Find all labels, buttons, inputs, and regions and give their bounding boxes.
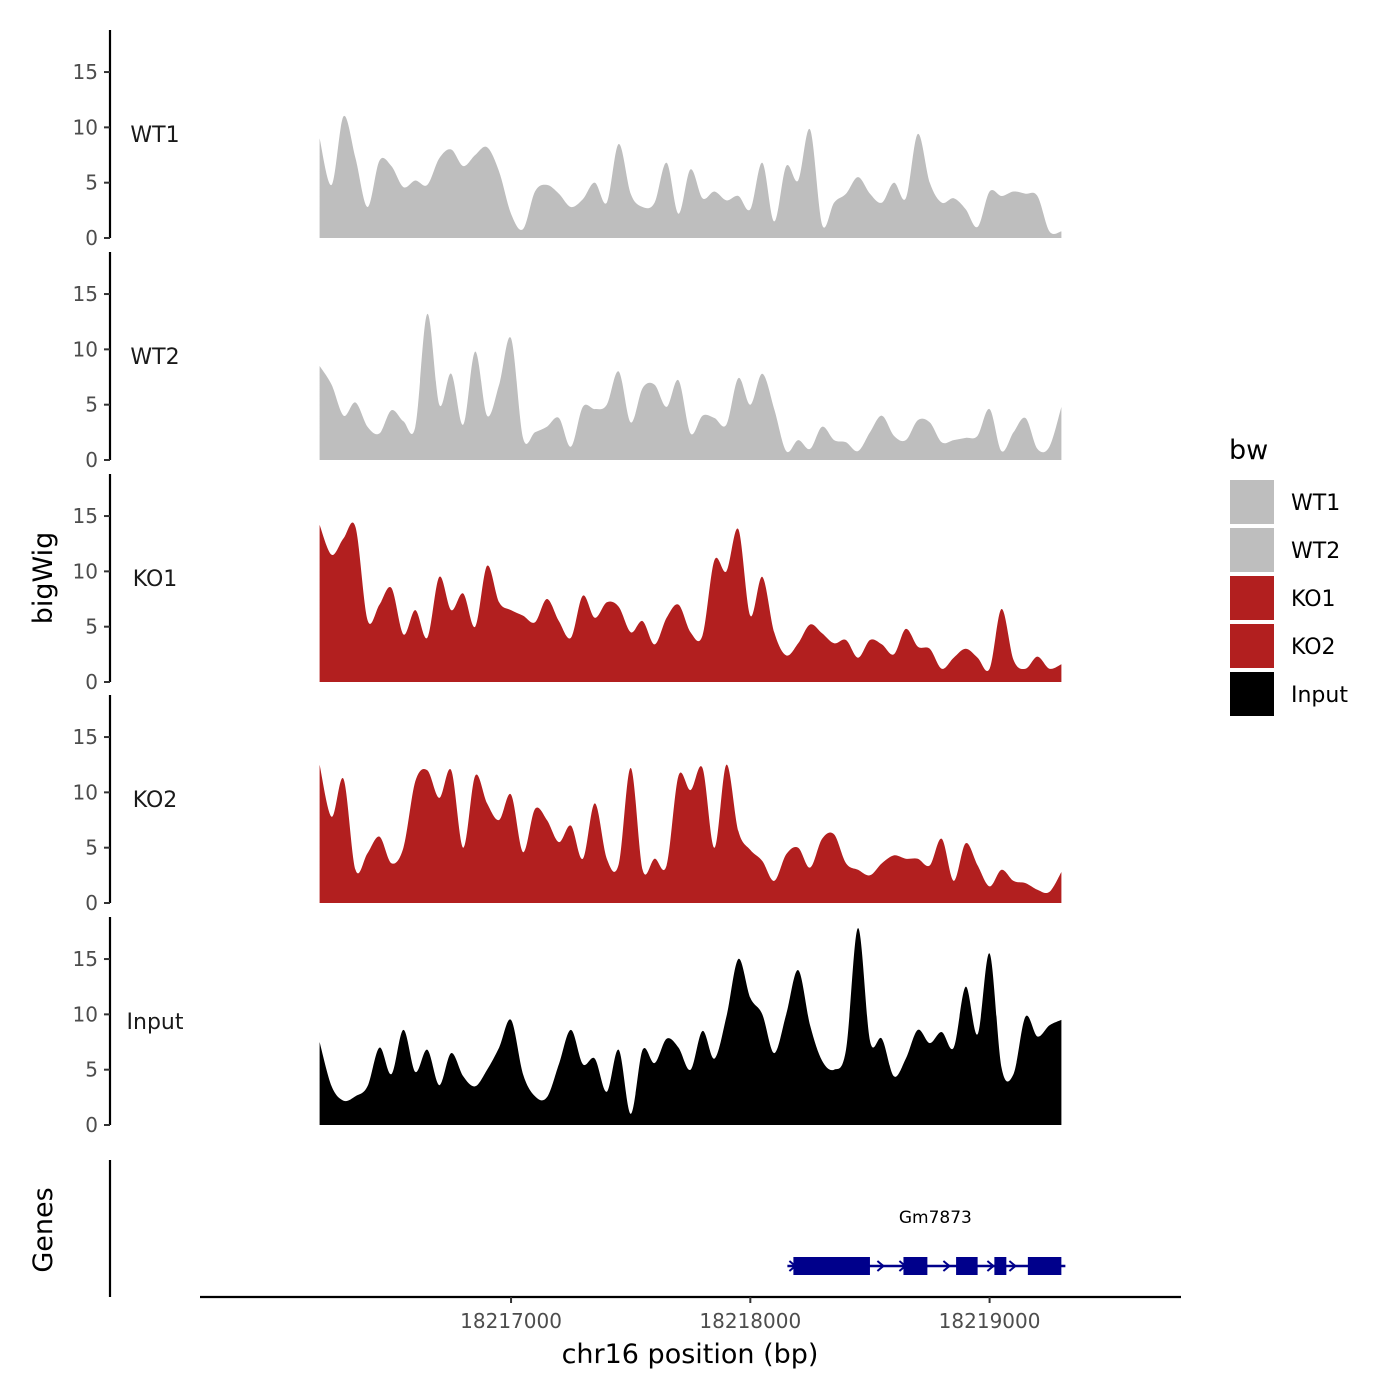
- legend-label: WT2: [1291, 539, 1340, 564]
- gene-Gm7873: Gm7873: [787, 1208, 1066, 1275]
- track-WT1: 0 5 10 15 WT1: [73, 30, 1062, 250]
- genes-track: Gm7873: [108, 1160, 1066, 1297]
- x-tick-label: 18218000: [699, 1309, 801, 1333]
- y-tick-label: 0: [85, 891, 98, 915]
- legend-swatch: [1230, 672, 1274, 716]
- legend-label: KO1: [1291, 587, 1336, 612]
- tracks-layer: 0 5 10 15 WT1 0 5 10 15 WT2 0 5 10 15 KO1 0 5 10 15 KO2 0 5 10…: [73, 30, 1062, 1137]
- track-WT2: 0 5 10 15 WT2: [73, 252, 1062, 472]
- legend-item-KO1: KO1: [1230, 576, 1336, 620]
- y-tick-label: 5: [85, 1058, 98, 1082]
- coverage-area-KO2: [319, 764, 1062, 903]
- strand-arrow-icon: [1008, 1260, 1017, 1272]
- y-tick-label: 15: [73, 725, 98, 749]
- y-tick-label: 15: [73, 947, 98, 971]
- legend-label: WT1: [1291, 491, 1340, 516]
- y-tick-label: 10: [73, 780, 98, 804]
- legend-item-Input: Input: [1230, 672, 1348, 716]
- gene-exon: [903, 1257, 928, 1275]
- track-KO1: 0 5 10 15 KO1: [73, 474, 1062, 694]
- coverage-area-WT2: [319, 313, 1062, 460]
- y-tick-label: 0: [85, 226, 98, 250]
- x-tick-label: 18219000: [939, 1309, 1041, 1333]
- gene-name-label: Gm7873: [899, 1208, 972, 1228]
- legend: WT1 WT2 KO1 KO2 Input: [1230, 480, 1348, 716]
- track-KO2: 0 5 10 15 KO2: [73, 695, 1062, 915]
- legend-item-KO2: KO2: [1230, 624, 1336, 668]
- legend-swatch: [1230, 624, 1274, 668]
- y-tick-label: 0: [85, 670, 98, 694]
- coverage-area-Input: [319, 928, 1062, 1125]
- x-axis: 18217000 18218000 18219000: [200, 1295, 1181, 1333]
- legend-item-WT1: WT1: [1230, 480, 1340, 524]
- y-tick-label: 5: [85, 393, 98, 417]
- y-tick-label: 5: [85, 171, 98, 195]
- track-label-Input: Input: [127, 1010, 184, 1035]
- track-label-KO1: KO1: [133, 567, 178, 592]
- strand-arrow-icon: [986, 1260, 995, 1272]
- legend-swatch: [1230, 528, 1274, 572]
- gene-exon: [956, 1257, 978, 1275]
- y-tick-label: 15: [73, 282, 98, 306]
- track-label-KO2: KO2: [133, 788, 178, 813]
- y-tick-label: 5: [85, 836, 98, 860]
- x-tick-label: 18217000: [460, 1309, 562, 1333]
- gene-exon: [994, 1257, 1007, 1275]
- strand-arrow-icon: [876, 1260, 885, 1272]
- strand-arrow-icon: [942, 1260, 951, 1272]
- legend-label: KO2: [1291, 635, 1336, 660]
- y-tick-label: 15: [73, 60, 98, 84]
- coverage-area-KO1: [319, 522, 1062, 682]
- y-tick-label: 10: [73, 115, 98, 139]
- x-axis-title: chr16 position (bp): [562, 1339, 819, 1370]
- gene-exon: [793, 1257, 870, 1275]
- coverage-area-WT1: [319, 115, 1062, 238]
- y-tick-label: 0: [85, 448, 98, 472]
- legend-item-WT2: WT2: [1230, 528, 1340, 572]
- legend-swatch: [1230, 576, 1274, 620]
- track-Input: 0 5 10 15 Input: [73, 917, 1062, 1137]
- legend-label: Input: [1291, 683, 1348, 708]
- legend-title: bw: [1229, 435, 1268, 466]
- y-tick-label: 15: [73, 504, 98, 528]
- y-tick-label: 10: [73, 337, 98, 361]
- track-label-WT2: WT2: [130, 345, 179, 370]
- y-axis-title: bigWig: [28, 532, 59, 625]
- track-label-WT1: WT1: [130, 123, 179, 148]
- y-tick-label: 5: [85, 615, 98, 639]
- genes-axis-title: Genes: [28, 1187, 59, 1272]
- y-tick-label: 10: [73, 1002, 98, 1026]
- legend-swatch: [1230, 480, 1274, 524]
- y-tick-label: 0: [85, 1113, 98, 1137]
- gene-exon: [1027, 1257, 1062, 1275]
- y-tick-label: 10: [73, 559, 98, 583]
